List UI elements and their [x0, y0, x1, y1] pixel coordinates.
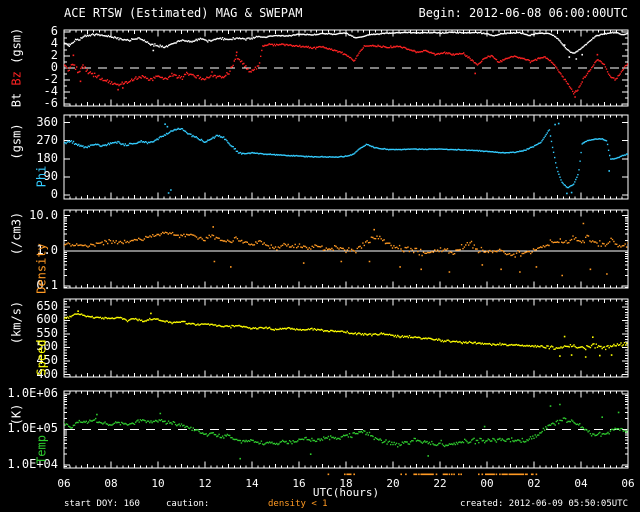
- panel-border: [63, 298, 629, 378]
- x-tick-label: 16: [292, 477, 306, 490]
- series-Density: [64, 222, 628, 277]
- x-tick-label: 06: [621, 477, 635, 490]
- y-tick-label: 500: [36, 339, 58, 354]
- x-tick-label: 00: [480, 477, 494, 490]
- y-tick-label: -2: [43, 72, 58, 87]
- caution-markers: [327, 473, 538, 476]
- y-tick-label: 1.0: [36, 242, 58, 257]
- y-tick-label: 1.0E+04: [7, 456, 58, 471]
- series-Phi: [64, 122, 628, 195]
- panel-ticks: [64, 391, 628, 468]
- series-Speed: [64, 310, 628, 358]
- begin-timestamp: Begin: 2012-06-08 06:00:00UTC: [418, 6, 628, 20]
- panel-ticks: [64, 115, 628, 199]
- y-tick-label: 2: [50, 47, 58, 62]
- y-tick-label: 1.0E+06: [7, 385, 58, 400]
- panel-border: [63, 114, 629, 200]
- y-tick-label: 4: [50, 35, 58, 50]
- panel-ticks: [64, 299, 628, 377]
- y-tick-label: 650: [36, 298, 58, 313]
- series-Temp: [64, 403, 628, 460]
- footer-caution-value: density < 1: [268, 499, 328, 509]
- y-tick-label: 0: [50, 186, 58, 201]
- panel-ylabel: Temp: [34, 434, 49, 464]
- x-tick-label: 18: [339, 477, 353, 490]
- y-tick-label: 400: [36, 366, 58, 381]
- y-tick-label: 1.0E+05: [7, 421, 58, 436]
- x-tick-label: 08: [104, 477, 118, 490]
- x-tick-label: 04: [574, 477, 588, 490]
- panel-ticks: [64, 210, 628, 289]
- y-tick-label: 450: [36, 353, 58, 368]
- x-tick-label: 22: [433, 477, 447, 490]
- x-tick-label: 12: [198, 477, 212, 490]
- y-tick-label: 360: [36, 114, 58, 129]
- footer-caution-label: caution:: [166, 499, 210, 509]
- footer-created-timestamp: created: 2012-06-09 05:50:05UTC: [460, 499, 628, 509]
- x-axis-title: UTC(hours): [312, 486, 380, 499]
- panel-ylabel-unit: (K): [9, 403, 24, 425]
- x-tick-label: 20: [386, 477, 400, 490]
- y-tick-label: -6: [43, 96, 58, 111]
- x-tick-label: 06: [57, 477, 71, 490]
- y-tick-label: 0: [50, 60, 58, 74]
- x-tick-label: 10: [151, 477, 165, 490]
- chart-title: ACE RTSW (Estimated) MAG & SWEPAM: [64, 6, 303, 20]
- series-Bz: [64, 43, 628, 98]
- y-tick-label: 6: [50, 23, 58, 38]
- y-tick-label: 10.0: [29, 207, 58, 222]
- panel-ylabel-part: (gsm): [9, 27, 24, 72]
- y-tick-label: 0.1: [36, 278, 58, 293]
- y-tick-label: 180: [36, 150, 58, 165]
- panel-border: [63, 209, 629, 289]
- x-tick-label: 14: [245, 477, 259, 490]
- y-tick-label: 550: [36, 325, 58, 340]
- y-tick-label: 600: [36, 312, 58, 327]
- y-tick-label: 270: [36, 132, 58, 147]
- y-tick-label: -4: [43, 84, 58, 99]
- y-tick-label: 90: [43, 168, 58, 183]
- footer-start-doy: start DOY: 160: [64, 499, 140, 509]
- x-tick-label: 02: [527, 477, 541, 490]
